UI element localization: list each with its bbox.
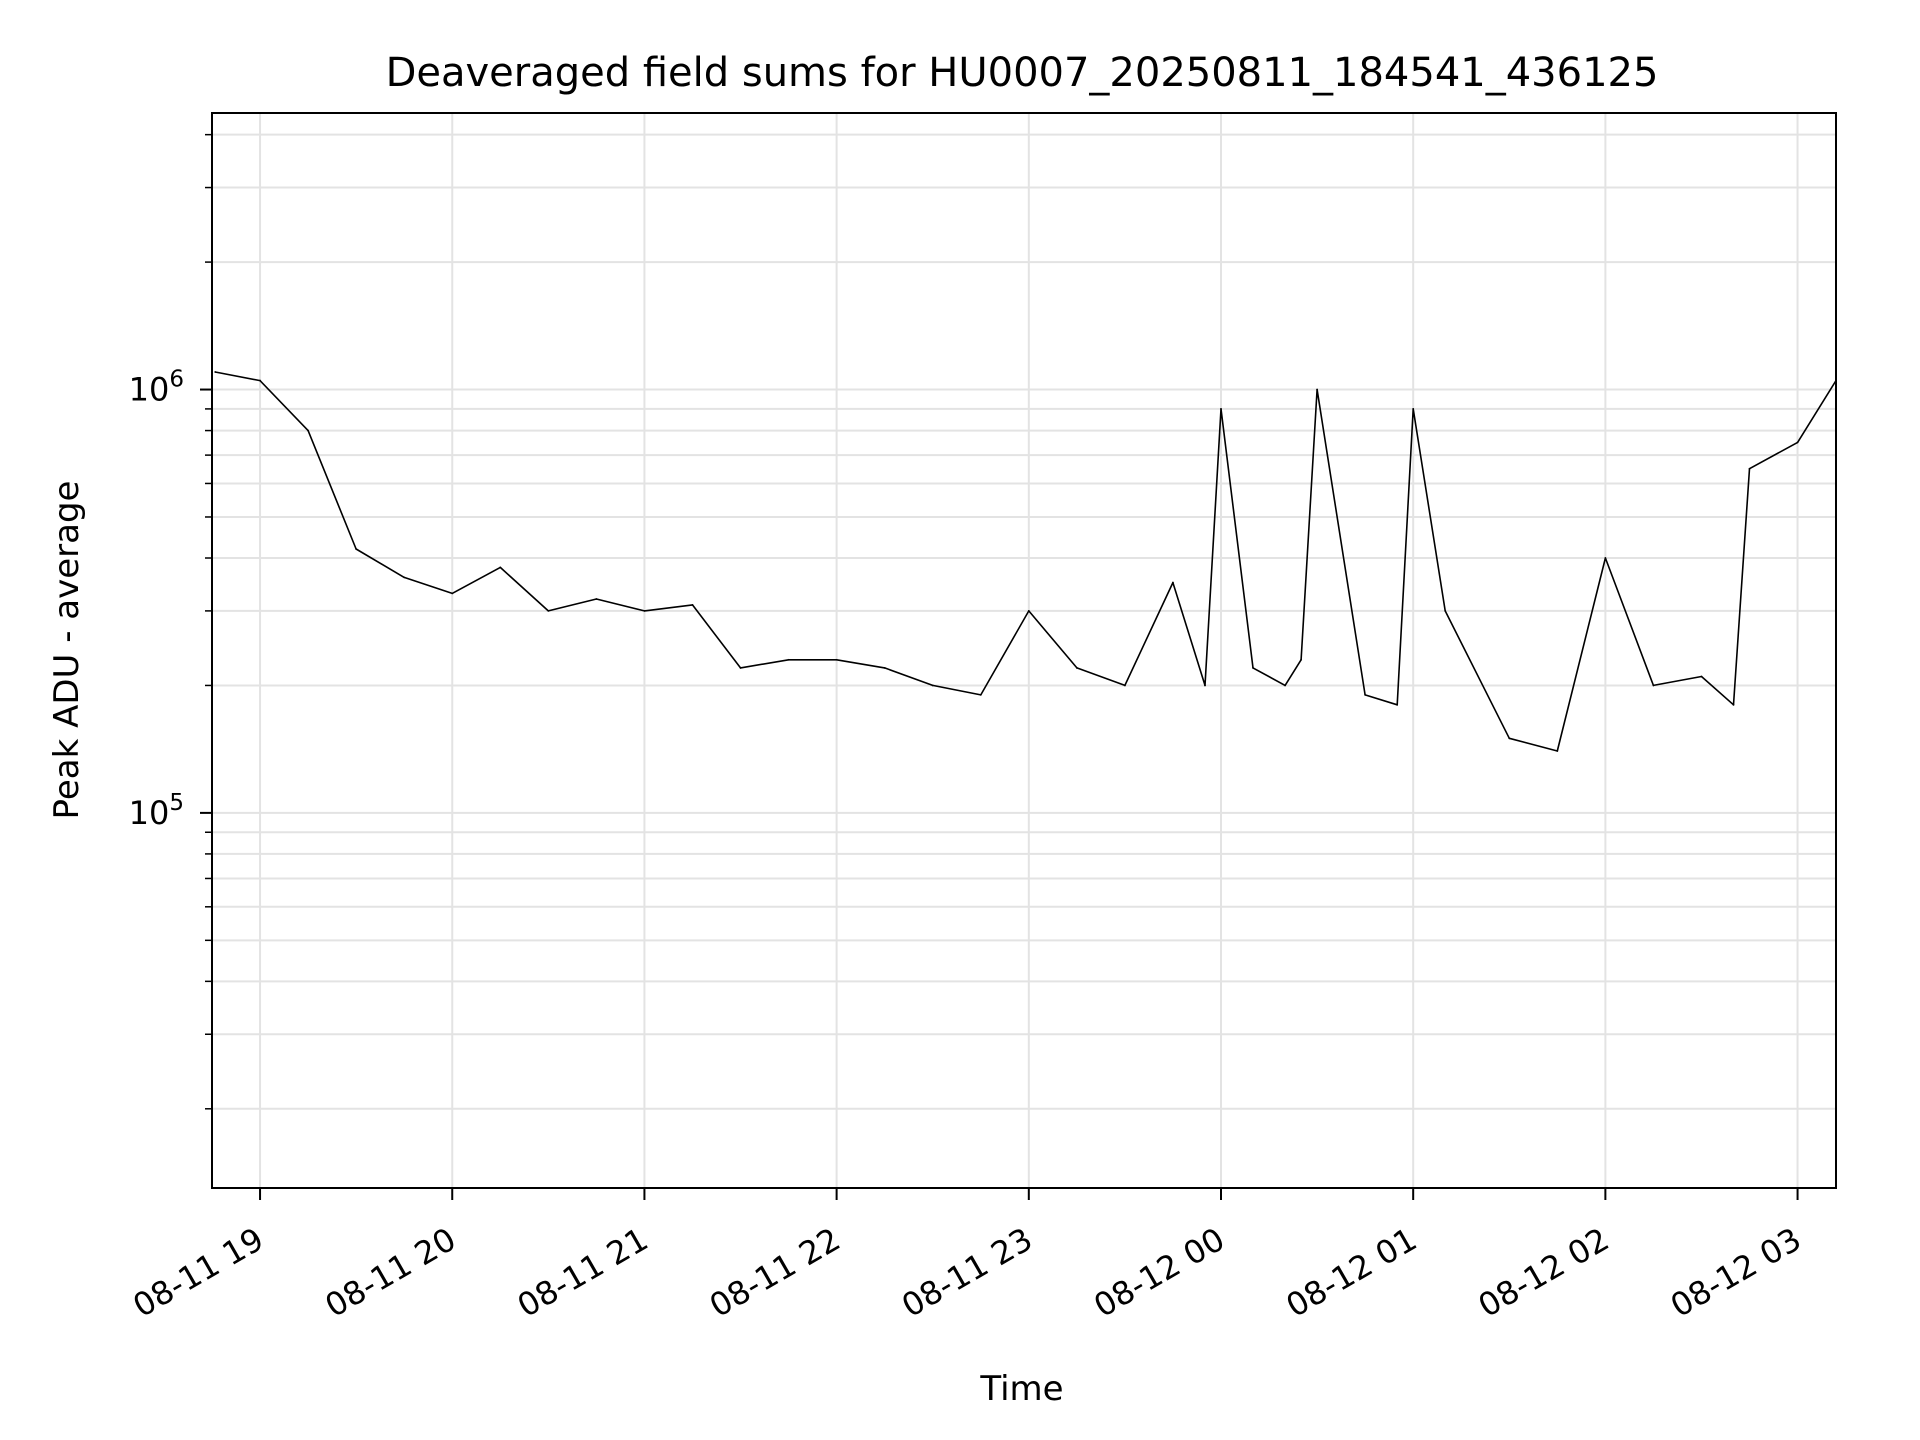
data-point (1700, 675, 1703, 678)
data-layer (214, 371, 1837, 752)
data-point (499, 566, 502, 569)
data-point (451, 592, 454, 595)
data-point (259, 379, 261, 382)
data-point (1075, 667, 1078, 669)
data-point (979, 693, 982, 696)
data-point (691, 603, 694, 606)
data-point (643, 609, 646, 612)
data-point (1796, 441, 1799, 444)
data-point (1604, 557, 1607, 559)
data-point (1444, 609, 1447, 612)
data-point (1396, 703, 1399, 706)
data-point (1027, 609, 1030, 612)
data-point (1412, 408, 1415, 410)
chart-title: Deaveraged field sums for HU0007_2025081… (386, 50, 1659, 96)
data-point (1252, 667, 1254, 669)
data-point (307, 429, 309, 432)
data-point (1748, 467, 1751, 470)
data-point (1364, 693, 1367, 696)
data-point (1732, 703, 1735, 706)
data-point (1652, 684, 1655, 687)
data-point (1284, 684, 1286, 687)
y-axis-label: Peak ADU - average (47, 481, 87, 820)
plot-frame (211, 112, 1837, 1189)
data-point (739, 667, 742, 669)
y-tick-label: 106 (129, 367, 184, 409)
y-tick-label: 105 (129, 790, 184, 832)
data-point (1172, 581, 1174, 584)
data-point (1508, 737, 1511, 740)
data-point (355, 548, 358, 550)
y-axis: 105 106 (129, 133, 212, 1110)
data-point (787, 658, 790, 661)
data-point (1123, 684, 1126, 687)
grid (212, 113, 1836, 1188)
data-point (403, 576, 406, 579)
data-point (547, 609, 550, 612)
data-point (835, 658, 838, 661)
data-point (595, 598, 598, 600)
data-point (214, 371, 217, 373)
series-line (215, 371, 1837, 752)
data-point (931, 684, 934, 687)
data-point (1316, 388, 1318, 391)
x-axis-label: Time (979, 1369, 1063, 1409)
data-point (1220, 408, 1222, 410)
data-point (883, 667, 886, 669)
data-point (1300, 658, 1302, 661)
data-point (1556, 750, 1559, 752)
data-point (1204, 684, 1206, 687)
